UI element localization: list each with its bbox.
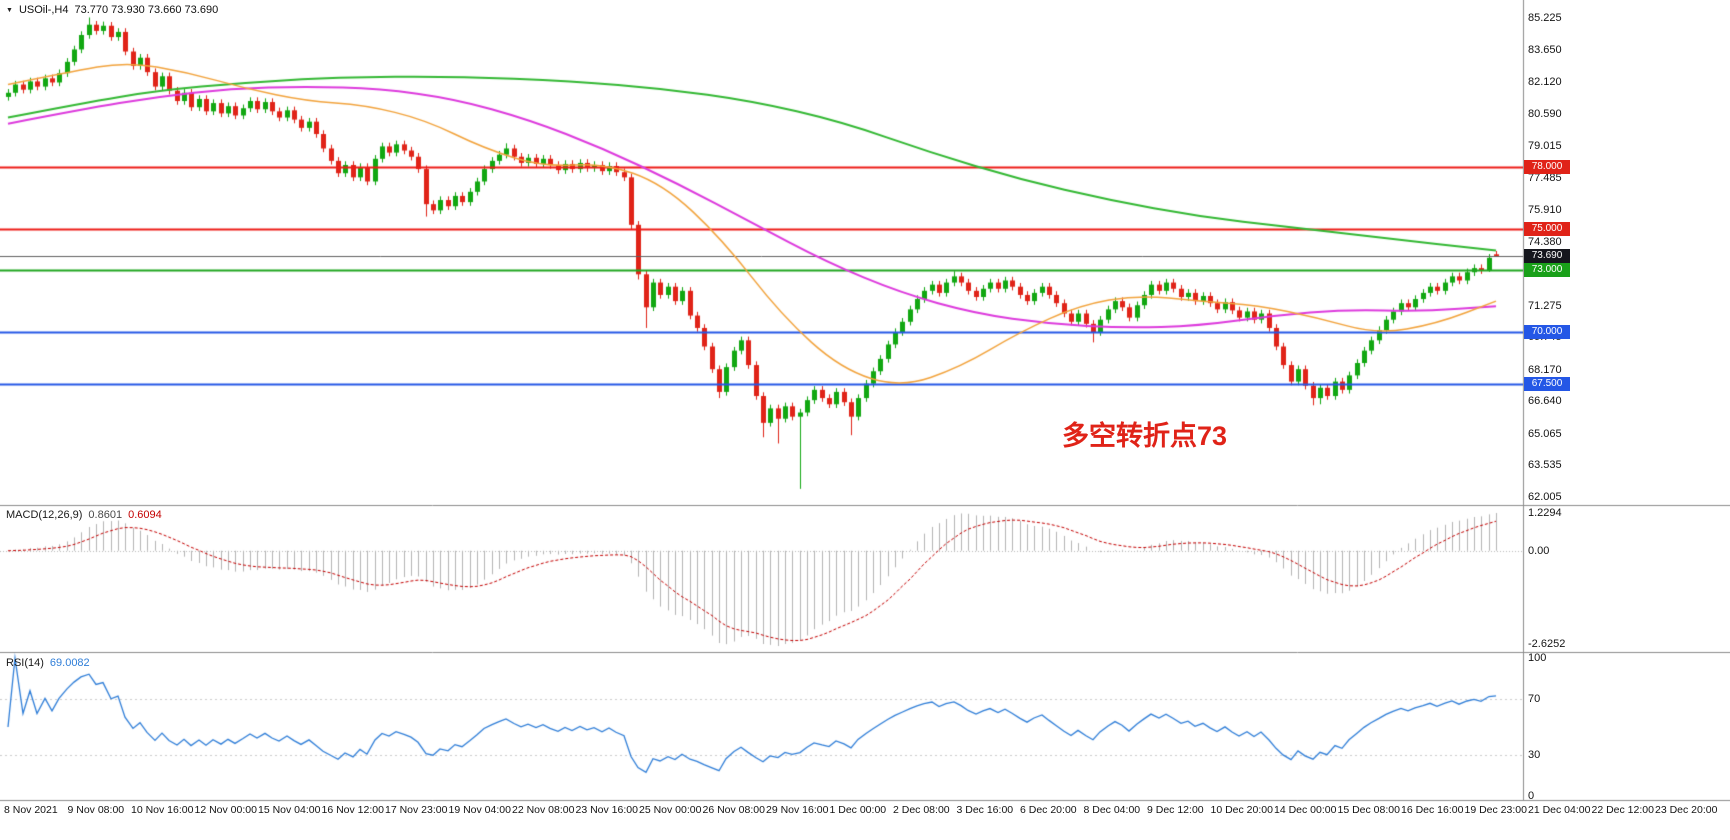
macd-pane-title: MACD(12,26,9) 0.8601 0.6094: [6, 509, 162, 521]
price-badge: 73.000: [1524, 263, 1570, 277]
time-axis-label: 22 Nov 08:00: [512, 804, 575, 816]
price-axis-label: 74.380: [1528, 236, 1562, 248]
time-axis-label: 21 Dec 04:00: [1528, 804, 1591, 816]
rsi-label: RSI(14): [6, 657, 44, 669]
time-axis-label: 26 Nov 08:00: [702, 804, 765, 816]
price-axis-label: 71.275: [1528, 300, 1562, 312]
time-axis-label: 6 Dec 20:00: [1020, 804, 1077, 816]
time-axis-label: 15 Nov 04:00: [258, 804, 321, 816]
macd-main-value: 0.8601: [88, 509, 123, 521]
price-axis-label: 80.590: [1528, 108, 1562, 120]
price-axis-label: 85.225: [1528, 12, 1562, 24]
time-axis-label: 2 Dec 08:00: [893, 804, 950, 816]
rsi-axis-label: 70: [1528, 693, 1541, 705]
price-axis-label: 62.005: [1528, 491, 1562, 503]
price-annotation: 多空转折点73: [1062, 421, 1228, 451]
time-axis-label: 10 Dec 20:00: [1210, 804, 1273, 816]
chart-title: ▼ USOil-,H4 73.770 73.930 73.660 73.690: [6, 4, 218, 16]
time-axis-label: 23 Nov 16:00: [575, 804, 638, 816]
price-badge: 75.000: [1524, 222, 1570, 236]
time-axis-label: 23 Dec 20:00: [1655, 804, 1718, 816]
time-axis-label: 29 Nov 16:00: [766, 804, 829, 816]
chart-dropdown-icon[interactable]: ▼: [6, 6, 13, 14]
rsi-axis-label: 100: [1528, 652, 1547, 664]
time-axis-label: 9 Dec 12:00: [1147, 804, 1204, 816]
rsi-pane-title: RSI(14) 69.0082: [6, 657, 90, 669]
price-axis-label: 83.650: [1528, 44, 1562, 56]
time-axis-label: 14 Dec 00:00: [1274, 804, 1337, 816]
price-axis-label: 68.170: [1528, 364, 1562, 376]
macd-axis-label: -2.6252: [1528, 638, 1566, 650]
price-badge: 78.000: [1524, 160, 1570, 174]
chart-ohlc-readout: 73.770 73.930 73.660 73.690: [74, 4, 219, 16]
time-axis-label: 10 Nov 16:00: [131, 804, 194, 816]
rsi-axis-label: 30: [1528, 749, 1541, 761]
price-axis-label: 79.015: [1528, 140, 1562, 152]
macd-label: MACD(12,26,9): [6, 509, 83, 521]
price-axis-label: 65.065: [1528, 428, 1562, 440]
time-axis-label: 3 Dec 16:00: [956, 804, 1014, 816]
price-badge: 70.000: [1524, 325, 1570, 339]
rsi-axis-label: 0: [1528, 790, 1535, 802]
time-axis-label: 9 Nov 08:00: [67, 804, 125, 816]
time-axis-label: 22 Dec 12:00: [1591, 804, 1654, 816]
macd-axis-label: 1.2294: [1528, 507, 1562, 519]
time-axis-label: 17 Nov 23:00: [385, 804, 448, 816]
price-badge: 73.690: [1524, 249, 1570, 263]
time-axis-label: 19 Nov 04:00: [448, 804, 511, 816]
price-axis-label: 77.485: [1528, 172, 1562, 184]
price-axis-label: 66.640: [1528, 395, 1562, 407]
macd-signal-value: 0.6094: [128, 509, 162, 521]
price-axis-label: 82.120: [1528, 76, 1562, 88]
time-axis-label: 16 Nov 12:00: [321, 804, 384, 816]
time-axis[interactable]: 8 Nov 2021 9 Nov 08:00 10 Nov 16:00 12 Nov …: [0, 804, 1730, 822]
time-axis-label: 1 Dec 00:00: [829, 804, 887, 816]
time-axis-label: 15 Dec 08:00: [1337, 804, 1400, 816]
price-axis-label: 63.535: [1528, 459, 1562, 471]
time-axis-label: 25 Nov 00:00: [639, 804, 702, 816]
price-axis-label: 75.910: [1528, 204, 1562, 216]
rsi-value: 69.0082: [49, 657, 90, 669]
time-axis-label: 12 Nov 00:00: [194, 804, 257, 816]
chart-symbol-period: USOil-,H4: [18, 4, 69, 16]
time-axis-label: 16 Dec 16:00: [1401, 804, 1464, 816]
time-axis-label: 19 Dec 23:00: [1464, 804, 1527, 816]
price-badge: 67.500: [1524, 377, 1570, 391]
time-axis-label: 8 Dec 04:00: [1083, 804, 1141, 816]
macd-axis-label: 0.00: [1528, 545, 1550, 557]
time-axis-label: 8 Nov 2021: [4, 804, 58, 816]
